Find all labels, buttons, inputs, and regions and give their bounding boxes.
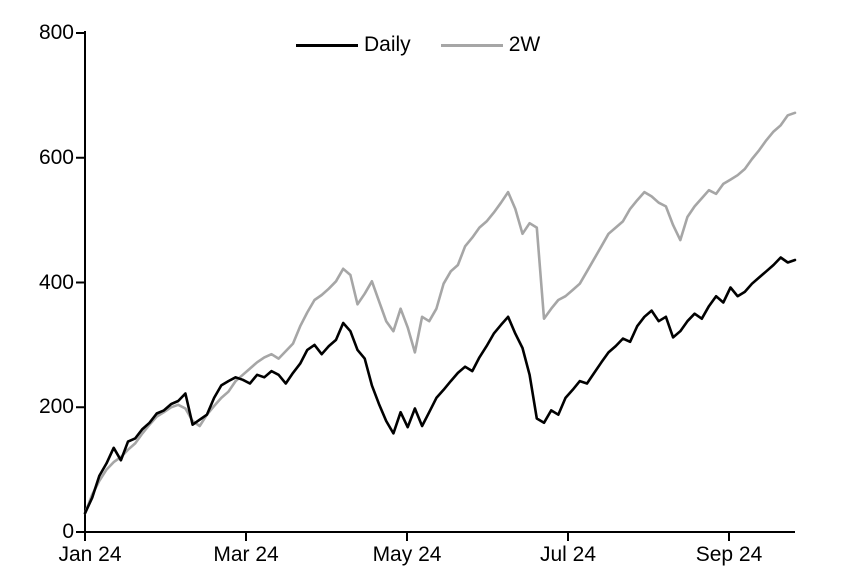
chart-legend: Daily 2W [296, 33, 540, 57]
x-tick-label: May 24 [372, 543, 442, 566]
legend-item-daily: Daily [296, 33, 411, 57]
legend-label: Daily [364, 33, 411, 56]
y-tick-label: 600 [38, 146, 74, 169]
x-tick-label: Jan 24 [58, 543, 122, 566]
x-tick-label: Jul 24 [539, 543, 597, 566]
legend-item-2w: 2W [440, 33, 541, 57]
2w-line-swatch-icon [440, 43, 503, 47]
y-tick-label: 800 [38, 21, 74, 44]
series-line-2w [83, 111, 797, 515]
x-tick-label: Mar 24 [213, 543, 279, 566]
legend-label: 2W [508, 33, 541, 56]
y-tick-label: 400 [38, 271, 74, 294]
y-tick-label: 200 [38, 395, 74, 418]
x-tick-label: Sep 24 [695, 543, 763, 566]
series-line-daily [83, 256, 797, 515]
daily-line-swatch-icon [296, 43, 358, 47]
y-tick-label: 0 [62, 520, 74, 543]
